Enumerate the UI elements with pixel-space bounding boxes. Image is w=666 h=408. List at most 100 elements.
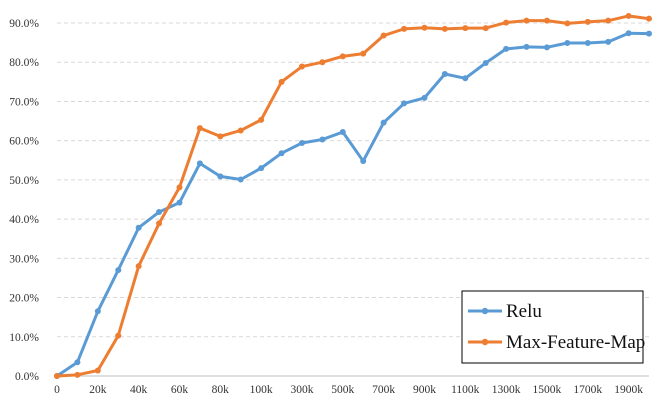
x-tick-label: 700k (372, 384, 395, 396)
y-axis-ticks: 0.0% 10.0% 20.0% 30.0% 40.0% 50.0% 60.0% 70.0% 8… (9, 18, 39, 383)
legend: Relu Max-Feature-Map (461, 290, 645, 364)
data-point (441, 25, 448, 32)
data-point (339, 129, 346, 136)
y-tick-label: 90.0% (9, 18, 39, 30)
data-point (217, 173, 224, 180)
y-tick-label: 40.0% (9, 214, 39, 226)
data-point (176, 184, 183, 191)
data-point (156, 220, 163, 227)
data-point (380, 32, 387, 39)
data-point (156, 209, 163, 216)
x-tick-label: 80k (212, 384, 230, 396)
data-point (258, 116, 265, 123)
x-tick-label: 900k (413, 384, 436, 396)
data-point (462, 75, 469, 82)
data-point (564, 20, 571, 27)
y-tick-label: 80.0% (9, 57, 39, 69)
y-tick-label: 50.0% (9, 175, 39, 187)
data-point (646, 30, 652, 37)
data-point (298, 63, 305, 70)
data-point (196, 125, 203, 132)
series-line (55, 14, 651, 378)
data-point (278, 78, 285, 85)
y-tick-label: 10.0% (9, 332, 39, 344)
data-point (196, 160, 203, 167)
series-line (55, 31, 651, 378)
data-point (584, 18, 591, 25)
data-point (360, 158, 367, 165)
data-point (523, 43, 530, 50)
grid-layer (57, 22, 649, 377)
x-tick-label: 60k (171, 384, 189, 396)
legend-swatch-marker (481, 307, 489, 315)
series-layer (54, 12, 652, 379)
data-point (543, 44, 550, 51)
data-point (54, 373, 60, 379)
data-point (584, 40, 591, 47)
x-tick-label: 100k (250, 384, 273, 396)
data-point (278, 150, 285, 157)
y-tick-label: 0.0% (15, 371, 39, 383)
data-point (94, 367, 101, 374)
x-axis-ticks: 0 20k 40k 60k 80k 100k 300k 500k 700k 900k 1100k 13… (54, 384, 643, 396)
data-point (646, 15, 652, 22)
x-tick-label: 1100k (451, 384, 480, 396)
x-tick-label: 500k (331, 384, 354, 396)
series-max-feature-map (54, 12, 652, 379)
x-tick-label: 1300k (492, 384, 521, 396)
data-point (74, 359, 81, 366)
x-tick-label: 1500k (533, 384, 562, 396)
data-point (217, 133, 224, 140)
data-point (482, 60, 489, 67)
data-point (503, 45, 510, 52)
data-point (319, 59, 326, 66)
data-point (564, 40, 571, 47)
legend-swatch-marker (481, 338, 489, 346)
data-point (298, 140, 305, 147)
x-tick-label: 20k (89, 384, 107, 396)
data-point (421, 24, 428, 31)
data-point (441, 70, 448, 77)
data-point (115, 267, 122, 274)
data-point (258, 165, 265, 172)
x-tick-label: 1900k (614, 384, 643, 396)
y-tick-label: 20.0% (9, 293, 39, 305)
data-point (176, 199, 183, 206)
data-point (543, 17, 550, 24)
legend-box (461, 290, 644, 364)
data-point (605, 17, 612, 24)
x-tick-label: 1700k (573, 384, 602, 396)
data-point (401, 25, 408, 32)
x-tick-label: 40k (130, 384, 148, 396)
data-point (360, 50, 367, 57)
data-point (135, 263, 142, 270)
data-point (135, 224, 142, 231)
legend-item: Relu (468, 301, 542, 322)
y-tick-label: 30.0% (9, 253, 39, 265)
data-point (74, 371, 81, 378)
data-point (625, 30, 632, 37)
x-tick-label: 0 (54, 384, 60, 396)
data-point (625, 12, 632, 19)
data-point (605, 38, 612, 45)
legend-label: Relu (506, 301, 542, 322)
legend-label: Max-Feature-Map (506, 332, 645, 353)
legend-item: Max-Feature-Map (468, 332, 645, 353)
data-point (237, 127, 244, 134)
data-point (380, 119, 387, 126)
data-point (237, 176, 244, 183)
data-point (421, 94, 428, 101)
data-point (115, 332, 122, 339)
data-point (503, 19, 510, 26)
data-point (339, 53, 346, 60)
data-point (401, 100, 408, 107)
y-tick-label: 60.0% (9, 136, 39, 148)
data-point (523, 17, 530, 24)
y-tick-label: 70.0% (9, 96, 39, 108)
data-point (462, 25, 469, 32)
x-tick-label: 300k (290, 384, 313, 396)
data-point (319, 136, 326, 143)
data-point (94, 308, 101, 315)
